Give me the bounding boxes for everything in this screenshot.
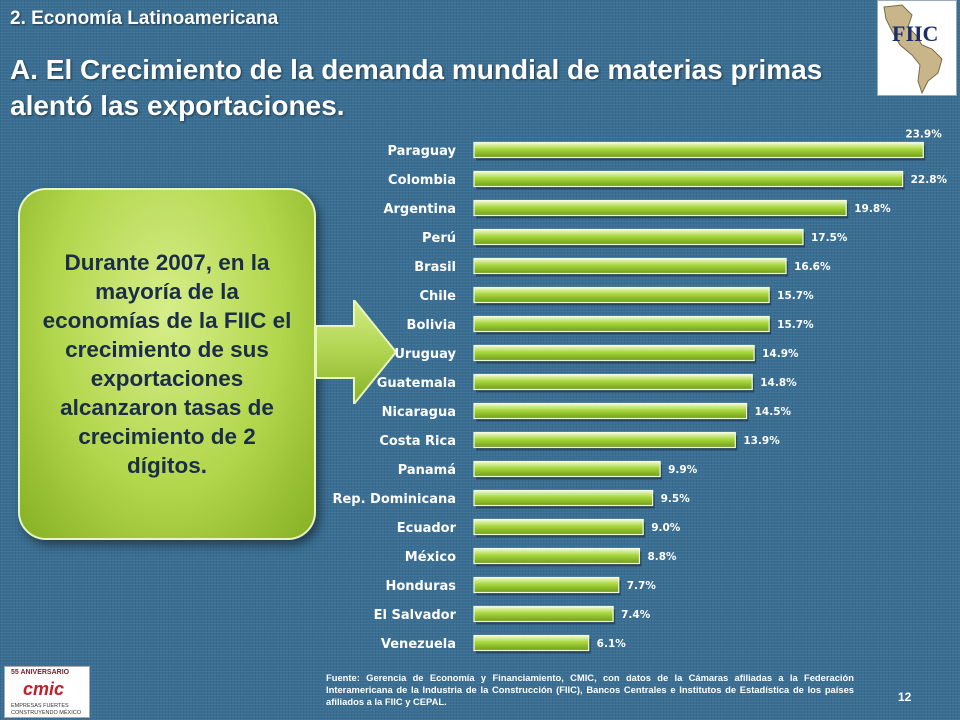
bar-bolivia [473,315,770,333]
category-label: Nicaragua [382,405,456,420]
category-label: Guatemala [377,376,456,391]
arrow-right-icon [316,300,396,404]
category-label: Panamá [398,463,456,478]
export-growth-chart: Paraguay 23.9% Colombia 22.8% Argentina 19.8%… [300,120,960,665]
category-label: Ecuador [397,521,457,536]
bar-el-salvador [473,605,614,623]
category-label: Costa Rica [379,434,456,449]
category-label: Chile [419,289,456,304]
bar-uruguay [473,344,755,362]
value-label: 19.8% [854,203,891,215]
category-label: Bolivia [407,318,456,333]
fiic-logo: FIIC [877,0,957,96]
bar-panam- [473,460,661,478]
fiic-logo-text: FIIC [892,21,939,46]
value-label: 13.9% [743,435,780,447]
bar-rep-dominicana [473,489,654,507]
value-label: 23.9% [905,129,942,141]
callout-text: Durante 2007, en la mayoría de la econom… [42,250,292,478]
value-label: 8.8% [647,551,677,563]
value-label: 22.8% [911,174,948,186]
category-label: Uruguay [394,347,456,362]
bar-brasil [473,257,787,275]
bar-m-xico [473,547,641,565]
bar-ecuador [473,518,644,536]
value-label: 14.5% [755,406,792,418]
category-label: Paraguay [387,144,456,159]
cmic-anniversary: 55 ANIVERSARIO [11,669,70,676]
bar-paraguay [473,141,924,159]
bar-argentina [473,199,847,217]
value-label: 7.4% [621,609,651,621]
value-label: 15.7% [777,290,814,302]
cmic-logo: 55 ANIVERSARIO cmic EMPRESAS FUERTES CON… [4,666,90,718]
cmic-name: cmic [23,679,65,699]
page-title: A. El Crecimiento de la demanda mundial … [10,54,823,121]
value-label: 9.0% [651,522,681,534]
bar-honduras [473,576,620,594]
category-label: Honduras [385,579,456,594]
bar-venezuela [473,634,590,652]
cmic-tagline-1: EMPRESAS FUERTES [11,703,69,709]
value-label: 7.7% [627,580,657,592]
bar-chart-svg: Paraguay 23.9% Colombia 22.8% Argentina 19.8%… [332,129,948,654]
value-label: 16.6% [794,261,831,273]
value-label: 17.5% [811,232,848,244]
category-label: Rep. Dominicana [332,492,456,507]
bar-nicaragua [473,402,748,420]
value-label: 9.5% [661,493,691,505]
cmic-tagline-2: CONSTRUYENDO MÉXICO [11,710,81,716]
category-label: Brasil [414,260,456,275]
category-label: Venezuela [381,637,456,652]
category-label: El Salvador [374,608,457,623]
bar-per- [473,228,804,246]
section-title: 2. Economía Latinoamericana [10,8,279,29]
cmic-tagline: EMPRESAS FUERTES CONSTRUYENDO MÉXICO [11,703,81,717]
page-number: 12 [898,690,912,704]
bar-guatemala [473,373,753,391]
source-note: Fuente: Gerencia de Economía y Financiam… [326,672,854,707]
value-label: 14.9% [762,348,799,360]
value-label: 6.1% [597,638,627,650]
category-label: Argentina [383,202,456,217]
value-label: 14.8% [760,377,797,389]
category-label: México [405,550,456,565]
value-label: 9.9% [668,464,698,476]
americas-map-icon [883,4,943,95]
category-label: Perú [422,231,456,246]
callout-box: Durante 2007, en la mayoría de la econom… [18,188,316,540]
bar-chile [473,286,770,304]
bar-colombia [473,170,904,188]
bar-costa-rica [473,431,736,449]
value-label: 15.7% [777,319,814,331]
category-label: Colombia [388,173,456,188]
